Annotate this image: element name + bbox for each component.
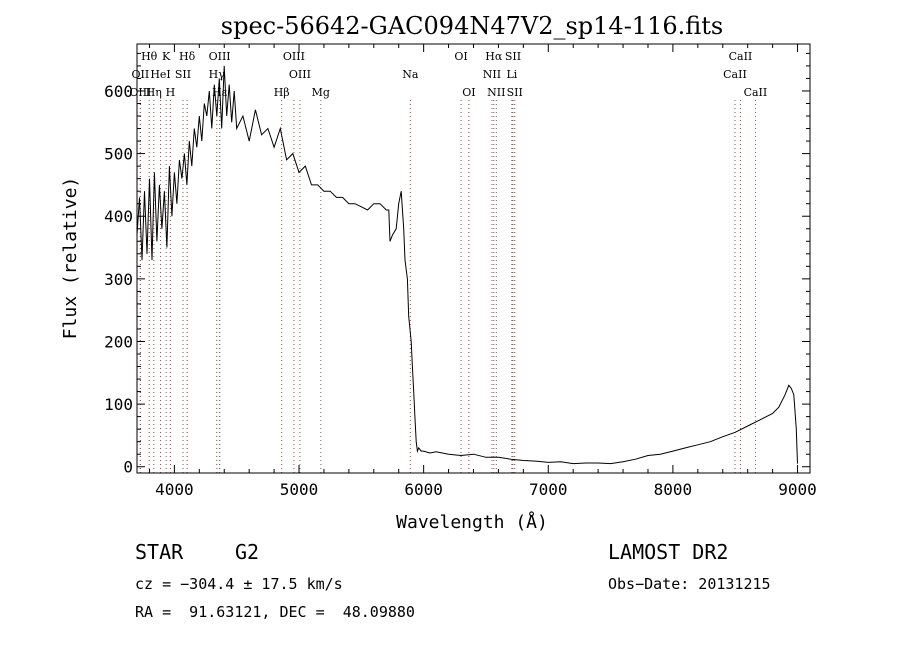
x-tick-label: 8000 [654,480,693,499]
marker-label: CaII [744,86,768,99]
y-axis: 0 100 200 300 400 500 600 [104,52,810,477]
marker-label: OII [132,68,150,81]
spectrum-line [136,65,798,465]
marker-label: Hα [485,50,503,63]
y-tick-label: 0 [123,458,133,477]
marker-label: H [166,86,176,99]
x-tick-label: 7000 [529,480,568,499]
plot-frame [136,43,811,474]
y-tick-label: 400 [104,207,133,226]
object-subclass: G2 [235,540,260,564]
spectrum-series [136,65,798,465]
x-tick-label: 9000 [778,480,817,499]
chart-title: spec-56642-GAC094N47V2_sp14-116.fits [221,12,723,40]
marker-label: NII [487,86,505,99]
marker-label: SII [175,68,191,81]
y-tick-label: 600 [104,82,133,101]
marker-label: NII [483,68,501,81]
marker-label: K [162,50,171,63]
marker-label: OIII [129,86,151,99]
x-tick-label: 4000 [155,480,194,499]
survey-name: LAMOST DR2 [608,540,729,564]
marker-label: CaII [723,68,747,81]
marker-label: Hγ [209,68,226,81]
y-tick-label: 500 [104,145,133,164]
marker-label: Li [506,68,517,81]
marker-label: OIII [289,68,311,81]
marker-label: Na [402,68,419,81]
marker-label: SII [507,86,523,99]
marker-label: OIII [283,50,305,63]
y-axis-label: Flux (relative) [60,177,81,340]
marker-label: Hδ [179,50,196,63]
redshift-cz: cz = −304.4 ± 17.5 km/s [135,575,343,593]
coordinates: RA = 91.63121, DEC = 48.09880 [135,603,415,621]
object-class: STAR [135,540,184,564]
x-tick-label: 5000 [280,480,319,499]
marker-label: OI [454,50,467,63]
marker-label: OI [462,86,475,99]
marker-label: SII [505,50,521,63]
marker-label: HeI [150,68,170,81]
marker-label: Hθ [141,50,158,63]
y-tick-label: 200 [104,332,133,351]
marker-label: Mg [312,86,330,99]
y-tick-label: 300 [104,270,133,289]
x-axis: 4000 5000 6000 7000 8000 9000 [148,44,817,499]
marker-label: CaII [729,50,753,63]
y-tick-label: 100 [104,395,133,414]
marker-label: Hη [146,86,162,99]
line-marker-group [139,100,756,473]
x-tick-label: 6000 [404,480,443,499]
observation-date: Obs−Date: 20131215 [608,575,771,593]
x-axis-label: Wavelength (Å) [396,511,548,533]
marker-label: Hβ [274,86,290,99]
marker-label: OIII [209,50,231,63]
